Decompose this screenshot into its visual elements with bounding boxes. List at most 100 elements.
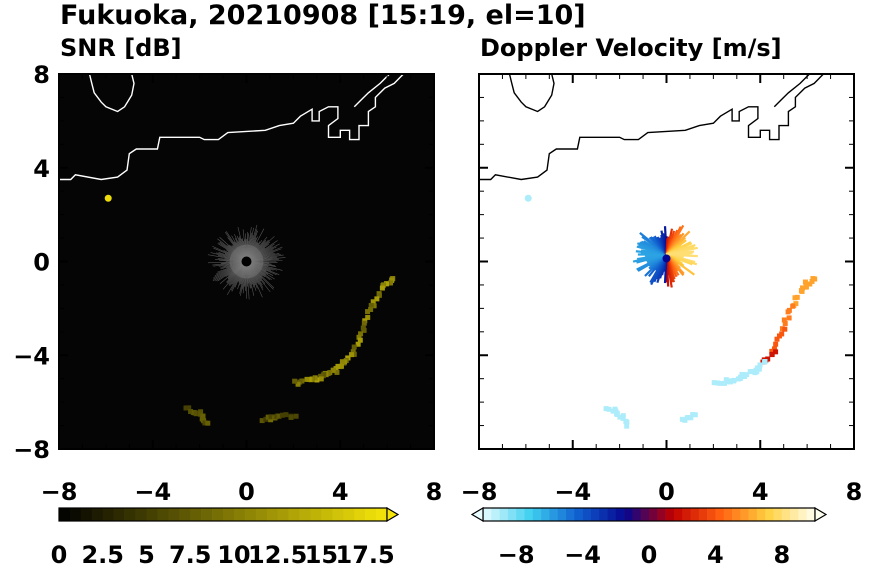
doppler-echo-cell: [762, 359, 768, 365]
doppler-colorbar-bin: [806, 508, 816, 521]
snr-echo-cell: [268, 414, 274, 420]
snr-echo-cell: [188, 408, 194, 414]
snr-colorbar-label: 12.5: [248, 541, 307, 569]
snr-echo-cell: [333, 366, 339, 372]
snr-echo-cell: [349, 352, 355, 358]
snr-panel-title: SNR [dB]: [60, 34, 182, 62]
doppler-echo-cell: [603, 406, 609, 412]
snr-colorbar-bin: [201, 508, 213, 521]
snr-echo-cell: [193, 411, 199, 417]
snr-colorbar-label: 5: [138, 541, 155, 569]
doppler-plot-area: [478, 73, 855, 450]
doppler-echo-cell: [620, 415, 626, 421]
snr-echo-cell: [268, 417, 274, 423]
snr-echo-band: [259, 412, 299, 424]
snr-colorbar-bin: [157, 508, 169, 521]
snr-echo-band: [292, 276, 396, 387]
snr-colorbar-bin: [376, 508, 388, 521]
snr-colorbar-label: 15: [305, 541, 338, 569]
snr-echo-point: [104, 194, 112, 202]
snr-x-tick-label: 8: [426, 478, 443, 506]
doppler-colorbar-bin: [707, 508, 716, 521]
snr-colorbar-bin: [69, 508, 82, 521]
doppler-echo-band: [603, 406, 630, 429]
doppler-colorbar-bin: [723, 508, 733, 521]
doppler-colorbar-bin: [491, 508, 500, 521]
doppler-x-tick-label: −8: [461, 478, 498, 506]
snr-echo-cell: [356, 334, 362, 340]
snr-y-tick-label: 4: [33, 155, 50, 183]
doppler-colorbar-label: −8: [498, 541, 535, 569]
snr-colorbar-bin: [354, 508, 366, 521]
snr-echo-cell: [387, 280, 393, 286]
doppler-echo-cell: [682, 417, 688, 423]
snr-echo-cell: [339, 359, 345, 365]
snr-echo-cell: [200, 413, 206, 419]
snr-colorbar-label: 7.5: [169, 541, 212, 569]
snr-echo-cell: [358, 331, 364, 337]
snr-clutter-ray: [246, 259, 283, 262]
doppler-colorbar-bin: [657, 508, 666, 521]
doppler-colorbar-bin: [483, 508, 492, 521]
snr-echo-cell: [186, 405, 192, 411]
doppler-colorbar-label: 4: [707, 541, 724, 569]
snr-echo-cell: [376, 292, 382, 298]
snr-colorbar-bin: [332, 508, 344, 521]
snr-echo-cell: [202, 420, 208, 426]
snr-echo-cell: [292, 378, 298, 384]
doppler-colorbar-bin: [698, 508, 708, 521]
snr-colorbar-bin: [310, 508, 322, 521]
snr-echo-cell: [276, 413, 282, 419]
doppler-echo-cell: [717, 380, 723, 386]
doppler-echo-cell: [810, 276, 816, 282]
doppler-echo-cell: [679, 416, 685, 422]
snr-colorbar-label: 10: [217, 541, 250, 569]
doppler-dipole-ray: [666, 252, 693, 256]
doppler-colorbar: −8 −4 0 4 8: [470, 506, 828, 569]
snr-echo-cell: [338, 363, 344, 369]
doppler-panel: Doppler Velocity [m/s] −8 −4 0 4 8 −8 −4 0 4 8: [461, 34, 863, 569]
doppler-velocity-dipole: [632, 224, 698, 288]
snr-colorbar-bin: [59, 508, 71, 521]
doppler-echo-cell: [786, 315, 792, 321]
doppler-axis-ticks: −8 −4 0 4 8: [461, 73, 863, 506]
doppler-coastline-island: [508, 73, 555, 113]
doppler-echo-cell: [803, 283, 809, 289]
doppler-coastline: [479, 73, 826, 181]
snr-colorbar-bin: [80, 508, 93, 521]
snr-colorbar-label: 17.5: [336, 541, 395, 569]
snr-colorbar-bin: [365, 508, 377, 521]
snr-colorbar-bin: [212, 508, 224, 521]
snr-colorbar-bin: [124, 508, 136, 521]
doppler-echo-cell: [771, 346, 777, 352]
doppler-x-tick-label: 8: [846, 478, 863, 506]
doppler-echo-cell: [711, 380, 717, 386]
doppler-echo-cell: [620, 413, 626, 419]
doppler-colorbar-bin: [748, 508, 758, 521]
snr-x-tick-label: 0: [238, 478, 255, 506]
doppler-colorbar-bin: [499, 508, 509, 521]
snr-echo-cell: [351, 344, 357, 350]
snr-echo-cell: [357, 337, 363, 343]
doppler-colorbar-bin: [599, 508, 608, 521]
snr-y-tick-label: −8: [13, 436, 50, 464]
snr-echo-cell: [295, 381, 301, 387]
doppler-colorbar-bin: [615, 508, 625, 521]
snr-echo-cell: [259, 418, 265, 424]
doppler-colorbar-bin: [715, 508, 724, 521]
doppler-colorbar-bin: [690, 508, 700, 521]
doppler-colorbar-bin: [756, 508, 766, 521]
snr-colorbar-bin: [179, 508, 191, 521]
doppler-colorbar-bin: [632, 508, 641, 521]
snr-echo-cell: [280, 412, 286, 418]
doppler-echo-cell: [773, 341, 779, 347]
doppler-echo-cell: [690, 412, 696, 418]
snr-colorbar-bin: [266, 508, 278, 521]
doppler-colorbar-label: 0: [641, 541, 658, 569]
snr-colorbar-bin: [146, 508, 158, 521]
doppler-echo-cell: [800, 285, 806, 291]
snr-x-tick-label: 4: [332, 478, 349, 506]
doppler-echo-point: [524, 194, 532, 202]
snr-colorbar-label: 2.5: [81, 541, 124, 569]
